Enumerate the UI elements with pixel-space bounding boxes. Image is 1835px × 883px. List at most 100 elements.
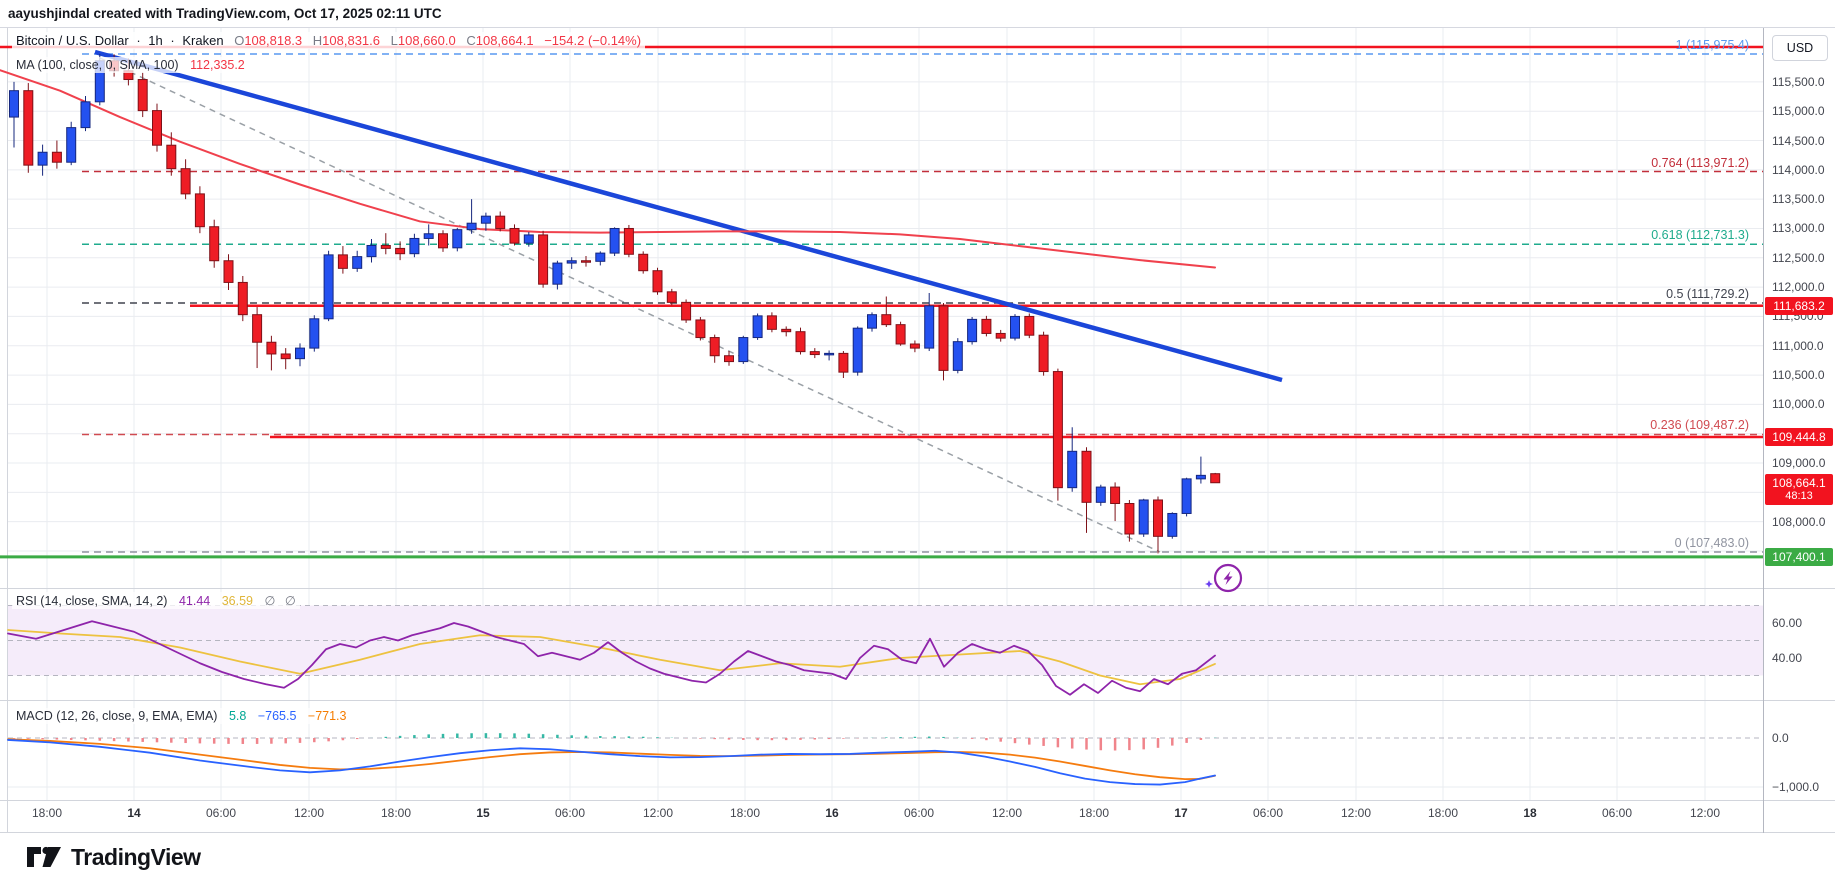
macd-grid: [8, 737, 1763, 788]
candle: [623, 224, 634, 258]
candle: [1167, 512, 1178, 539]
fib-retracement[interactable]: [82, 53, 1763, 553]
candle: [66, 121, 77, 166]
candle: [852, 326, 863, 376]
candle: [1153, 496, 1163, 554]
candles: [9, 54, 1221, 554]
macd-plot[interactable]: [7, 733, 1217, 786]
candle: [809, 348, 820, 359]
flash-action-button[interactable]: [1205, 563, 1243, 593]
candle: [638, 251, 649, 274]
rsi-band: [8, 605, 1763, 676]
attribution-bar: aayushjindal created with TradingView.co…: [0, 0, 1835, 28]
candle: [552, 260, 563, 290]
pane-separator: [1764, 832, 1835, 833]
candle: [137, 72, 148, 118]
candle: [581, 256, 591, 267]
candle: [881, 296, 892, 327]
candle: [80, 95, 91, 132]
candle: [51, 140, 62, 169]
candle: [1081, 447, 1092, 533]
candle: [981, 315, 992, 337]
candle: [595, 251, 606, 266]
candle: [94, 54, 105, 106]
candle: [9, 81, 19, 148]
axis-value-label: 114,000.0: [1772, 162, 1825, 177]
candle: [423, 224, 434, 246]
trendline[interactable]: [94, 49, 1283, 383]
candle: [323, 250, 334, 322]
axis-value-label: 112,000.0: [1772, 280, 1825, 295]
pane-separator: [1764, 588, 1835, 589]
candle: [180, 159, 191, 200]
candle: [352, 250, 363, 272]
axis-value-label: 109,000.0: [1772, 456, 1826, 471]
candle: [194, 186, 205, 234]
candle: [938, 302, 949, 381]
candle: [252, 307, 263, 369]
candle: [466, 199, 477, 234]
candle: [1024, 313, 1035, 339]
attribution-text: aayushjindal created with TradingView.co…: [8, 6, 442, 21]
tradingview-logo[interactable]: TradingView: [26, 842, 201, 872]
candle: [738, 335, 749, 364]
tradingview-logo-text: TradingView: [71, 843, 201, 870]
candle: [1210, 472, 1221, 484]
price-axis[interactable]: USD 115,500.0 115,000.0 114,500.0 114,000.0…: [1763, 28, 1835, 833]
axis-value-label: 0.0: [1772, 731, 1789, 745]
chart-svg[interactable]: [0, 28, 1763, 833]
candle: [724, 351, 734, 366]
candle: [366, 239, 377, 263]
tradingview-logo-mark: [27, 846, 61, 867]
rsi-plot[interactable]: [7, 620, 1216, 696]
candle: [266, 335, 277, 371]
candle: [1124, 499, 1135, 542]
candle: [1052, 368, 1063, 501]
grid: [0, 28, 1763, 833]
candle: [223, 254, 234, 291]
axis-value-label: −1,000.0: [1772, 780, 1820, 794]
candle: [924, 292, 935, 352]
candle: [1067, 427, 1078, 492]
candle: [766, 312, 777, 333]
price-line-badge: 109,444.8: [1765, 427, 1833, 446]
axis-value-label: 113,000.0: [1772, 221, 1825, 236]
axis-value-label: 108,000.0: [1772, 514, 1826, 529]
candle: [166, 132, 177, 176]
candle: [523, 231, 534, 247]
candle: [237, 275, 248, 322]
candle: [495, 211, 506, 232]
candle: [538, 230, 549, 288]
candle: [438, 230, 448, 252]
candle: [23, 83, 34, 173]
axis-value-label: 110,000.0: [1772, 397, 1825, 412]
chart-canvas[interactable]: Bitcoin / U.S. Dollar · 1h · Kraken O108…: [0, 28, 1763, 833]
candle: [337, 246, 348, 274]
last-price-badge: 108,664.1 48:13: [1765, 473, 1833, 505]
price-line-badge: 107,400.1: [1765, 547, 1833, 566]
ma-line[interactable]: [0, 69, 1216, 269]
candle: [867, 312, 877, 332]
axis-value-label: 115,000.0: [1772, 104, 1825, 119]
candle: [380, 233, 391, 255]
axis-value-label: 60.00: [1772, 616, 1803, 630]
candle: [480, 212, 491, 231]
currency-button[interactable]: USD: [1772, 35, 1828, 61]
axis-value-label: 111,000.0: [1772, 338, 1824, 353]
candle: [781, 326, 792, 337]
candle: [37, 144, 48, 176]
candle: [1095, 484, 1106, 506]
candle: [452, 227, 463, 252]
bar-countdown: 48:13: [1785, 489, 1813, 502]
candle: [1110, 482, 1121, 522]
candle: [395, 241, 406, 261]
candle: [1181, 477, 1192, 517]
candle: [995, 329, 1006, 342]
candle: [152, 103, 162, 152]
candle: [695, 317, 706, 341]
axis-value-label: 114,500.0: [1772, 133, 1825, 148]
candle: [309, 315, 320, 352]
candle: [709, 334, 720, 363]
price-lines[interactable]: [0, 45, 1763, 559]
